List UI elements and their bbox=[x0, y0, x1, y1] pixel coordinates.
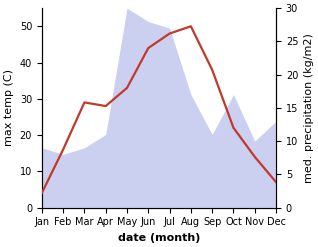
Y-axis label: med. precipitation (kg/m2): med. precipitation (kg/m2) bbox=[304, 33, 314, 183]
X-axis label: date (month): date (month) bbox=[118, 233, 200, 243]
Y-axis label: max temp (C): max temp (C) bbox=[4, 69, 14, 146]
